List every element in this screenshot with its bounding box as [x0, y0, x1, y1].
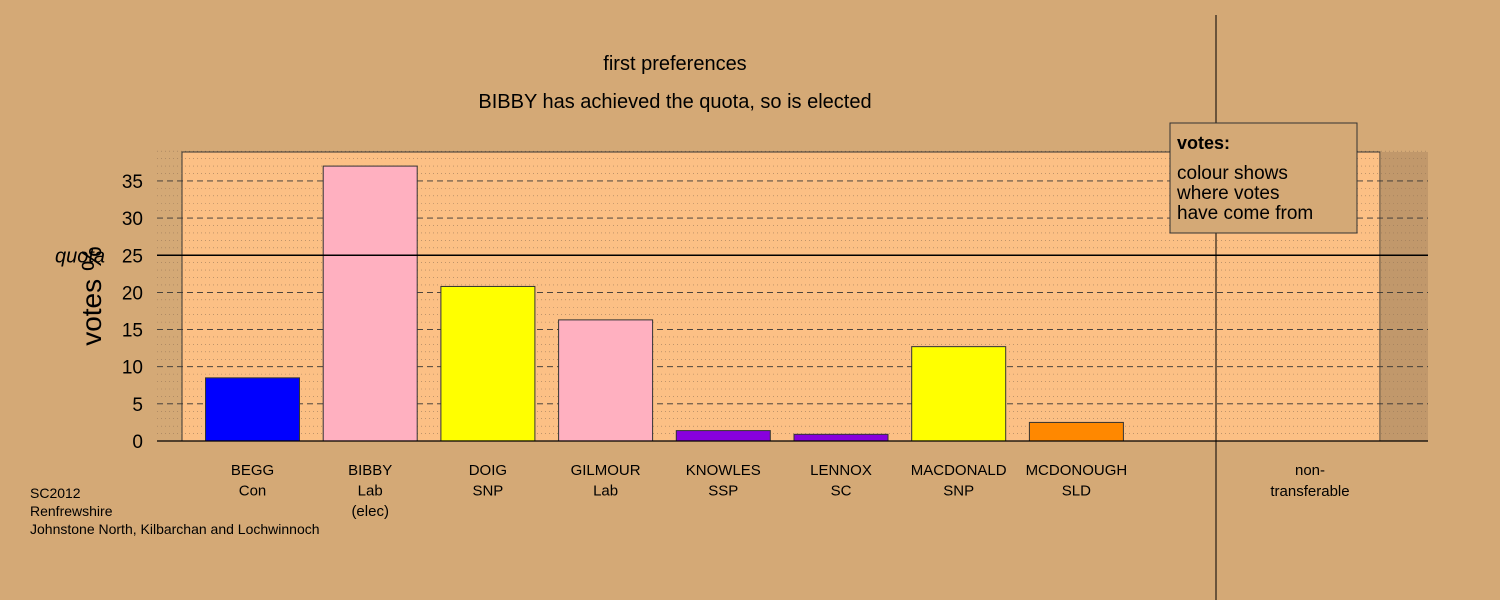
category-label: GILMOUR: [571, 462, 641, 479]
footer-line-1: SC2012: [30, 485, 81, 501]
category-label: KNOWLES: [686, 462, 761, 479]
category-label: LENNOX: [810, 462, 872, 479]
bar-begg: [205, 377, 300, 442]
category-label: SLD: [1062, 483, 1091, 500]
category-label: (elec): [351, 503, 389, 520]
legend-line-2: where votes: [1176, 183, 1279, 204]
bar-lennox: [793, 433, 889, 442]
footer-line-2: Renfrewshire: [30, 503, 113, 519]
category-label: SNP: [472, 483, 503, 500]
category-label: SNP: [943, 483, 974, 500]
y-tick-label: 15: [122, 321, 143, 342]
legend-line-3: have come from: [1177, 203, 1313, 224]
legend: votes: colour shows where votes have com…: [1169, 122, 1358, 234]
legend-title: votes:: [1177, 133, 1230, 153]
chart-title: first preferences: [603, 53, 746, 75]
bar-bibby: [322, 165, 418, 442]
y-tick-label: 10: [122, 358, 143, 379]
y-tick-label: 25: [122, 246, 143, 267]
y-tick-label: 30: [122, 209, 143, 230]
right-margin-shade: [1380, 152, 1428, 441]
bars: [205, 165, 1124, 442]
bar-macdonald: [911, 346, 1007, 442]
bar-doig: [440, 285, 536, 442]
category-label: Lab: [593, 483, 618, 500]
category-label: BEGG: [231, 462, 274, 479]
legend-line-1: colour shows: [1177, 163, 1288, 184]
category-label: SSP: [708, 483, 738, 500]
category-labels: BEGG Con BIBBY Lab (elec) DOIG SNP GILMOUR Lab KN…: [231, 462, 1127, 520]
y-tick-label: 35: [122, 172, 143, 193]
category-label: SC: [831, 483, 852, 500]
y-tick-label: 20: [122, 283, 143, 304]
category-label: MACDONALD: [911, 462, 1007, 479]
y-tick-label: 5: [132, 395, 143, 416]
category-label: BIBBY: [348, 462, 392, 479]
legend-box: [1169, 122, 1358, 234]
bar-knowles: [675, 430, 771, 442]
bar-gilmour: [558, 319, 654, 442]
footer-line-3: Johnstone North, Kilbarchan and Lochwinn…: [30, 521, 320, 537]
y-axis-label: votes %: [76, 246, 107, 346]
quota-label: quota: [55, 245, 105, 267]
category-label: Con: [239, 483, 267, 500]
bar-mcdonough: [1028, 421, 1124, 442]
category-label: MCDONOUGH: [1026, 462, 1128, 479]
y-tick-labels: 0 5 10 15 20 25 30 35: [122, 172, 143, 453]
y-tick-label: 0: [132, 432, 143, 453]
nontransferable-label-1: non-: [1295, 462, 1325, 479]
category-label: Lab: [358, 483, 383, 500]
category-label: DOIG: [469, 462, 507, 479]
nontransferable-label-2: transferable: [1270, 483, 1349, 500]
chart-subtitle: BIBBY has achieved the quota, so is elec…: [478, 91, 871, 113]
